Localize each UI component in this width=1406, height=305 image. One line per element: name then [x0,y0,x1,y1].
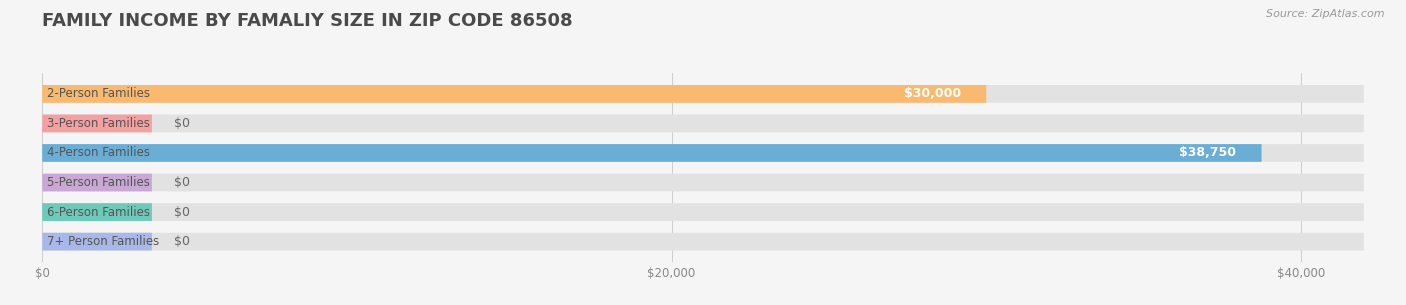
Text: FAMILY INCOME BY FAMALIY SIZE IN ZIP CODE 86508: FAMILY INCOME BY FAMALIY SIZE IN ZIP COD… [42,12,572,30]
Text: 7+ Person Families: 7+ Person Families [48,235,160,248]
FancyBboxPatch shape [42,203,1364,221]
Text: Source: ZipAtlas.com: Source: ZipAtlas.com [1267,9,1385,19]
FancyBboxPatch shape [42,85,986,103]
FancyBboxPatch shape [42,115,152,132]
Text: 4-Person Families: 4-Person Families [48,146,150,160]
FancyBboxPatch shape [42,115,1364,132]
Text: 5-Person Families: 5-Person Families [48,176,150,189]
Text: $0: $0 [174,117,190,130]
FancyBboxPatch shape [42,233,1364,250]
Text: $0: $0 [174,176,190,189]
FancyBboxPatch shape [42,144,1261,162]
Text: 6-Person Families: 6-Person Families [48,206,150,219]
Text: 2-Person Families: 2-Person Families [48,88,150,100]
FancyBboxPatch shape [42,144,1364,162]
FancyBboxPatch shape [42,233,152,250]
FancyBboxPatch shape [42,203,152,221]
Text: $0: $0 [174,235,190,248]
Text: $38,750: $38,750 [1180,146,1236,160]
FancyBboxPatch shape [42,85,1364,103]
FancyBboxPatch shape [42,174,1364,192]
Text: $0: $0 [174,206,190,219]
Text: $30,000: $30,000 [904,88,962,100]
FancyBboxPatch shape [42,174,152,192]
Text: 3-Person Families: 3-Person Families [48,117,150,130]
